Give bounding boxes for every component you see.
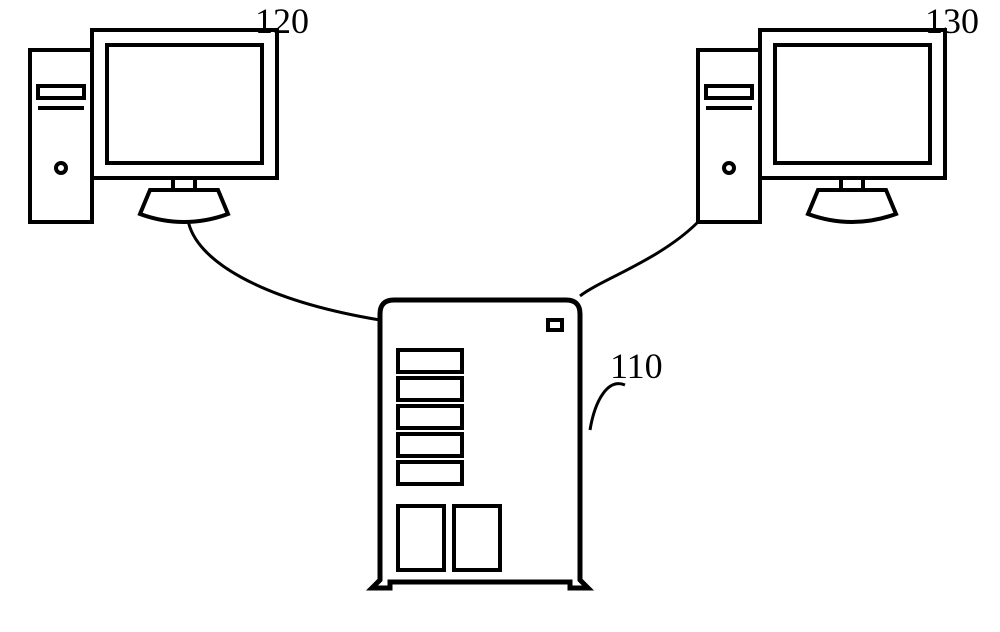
monitor-icon <box>92 30 277 222</box>
diagram-svg <box>0 0 1000 627</box>
label-130: 130 <box>925 0 979 42</box>
monitor-icon <box>760 30 945 222</box>
leader-110 <box>590 384 625 430</box>
label-120: 120 <box>255 0 309 42</box>
tower-icon <box>30 50 92 222</box>
diagram-canvas: 120 130 110 <box>0 0 1000 627</box>
computer-left <box>30 30 277 222</box>
label-110: 110 <box>610 345 663 387</box>
computer-right <box>698 30 945 222</box>
edge-right-to-server <box>580 222 698 296</box>
tower-icon <box>698 50 760 222</box>
server-icon <box>372 300 588 588</box>
edge-left-to-server <box>188 220 380 320</box>
